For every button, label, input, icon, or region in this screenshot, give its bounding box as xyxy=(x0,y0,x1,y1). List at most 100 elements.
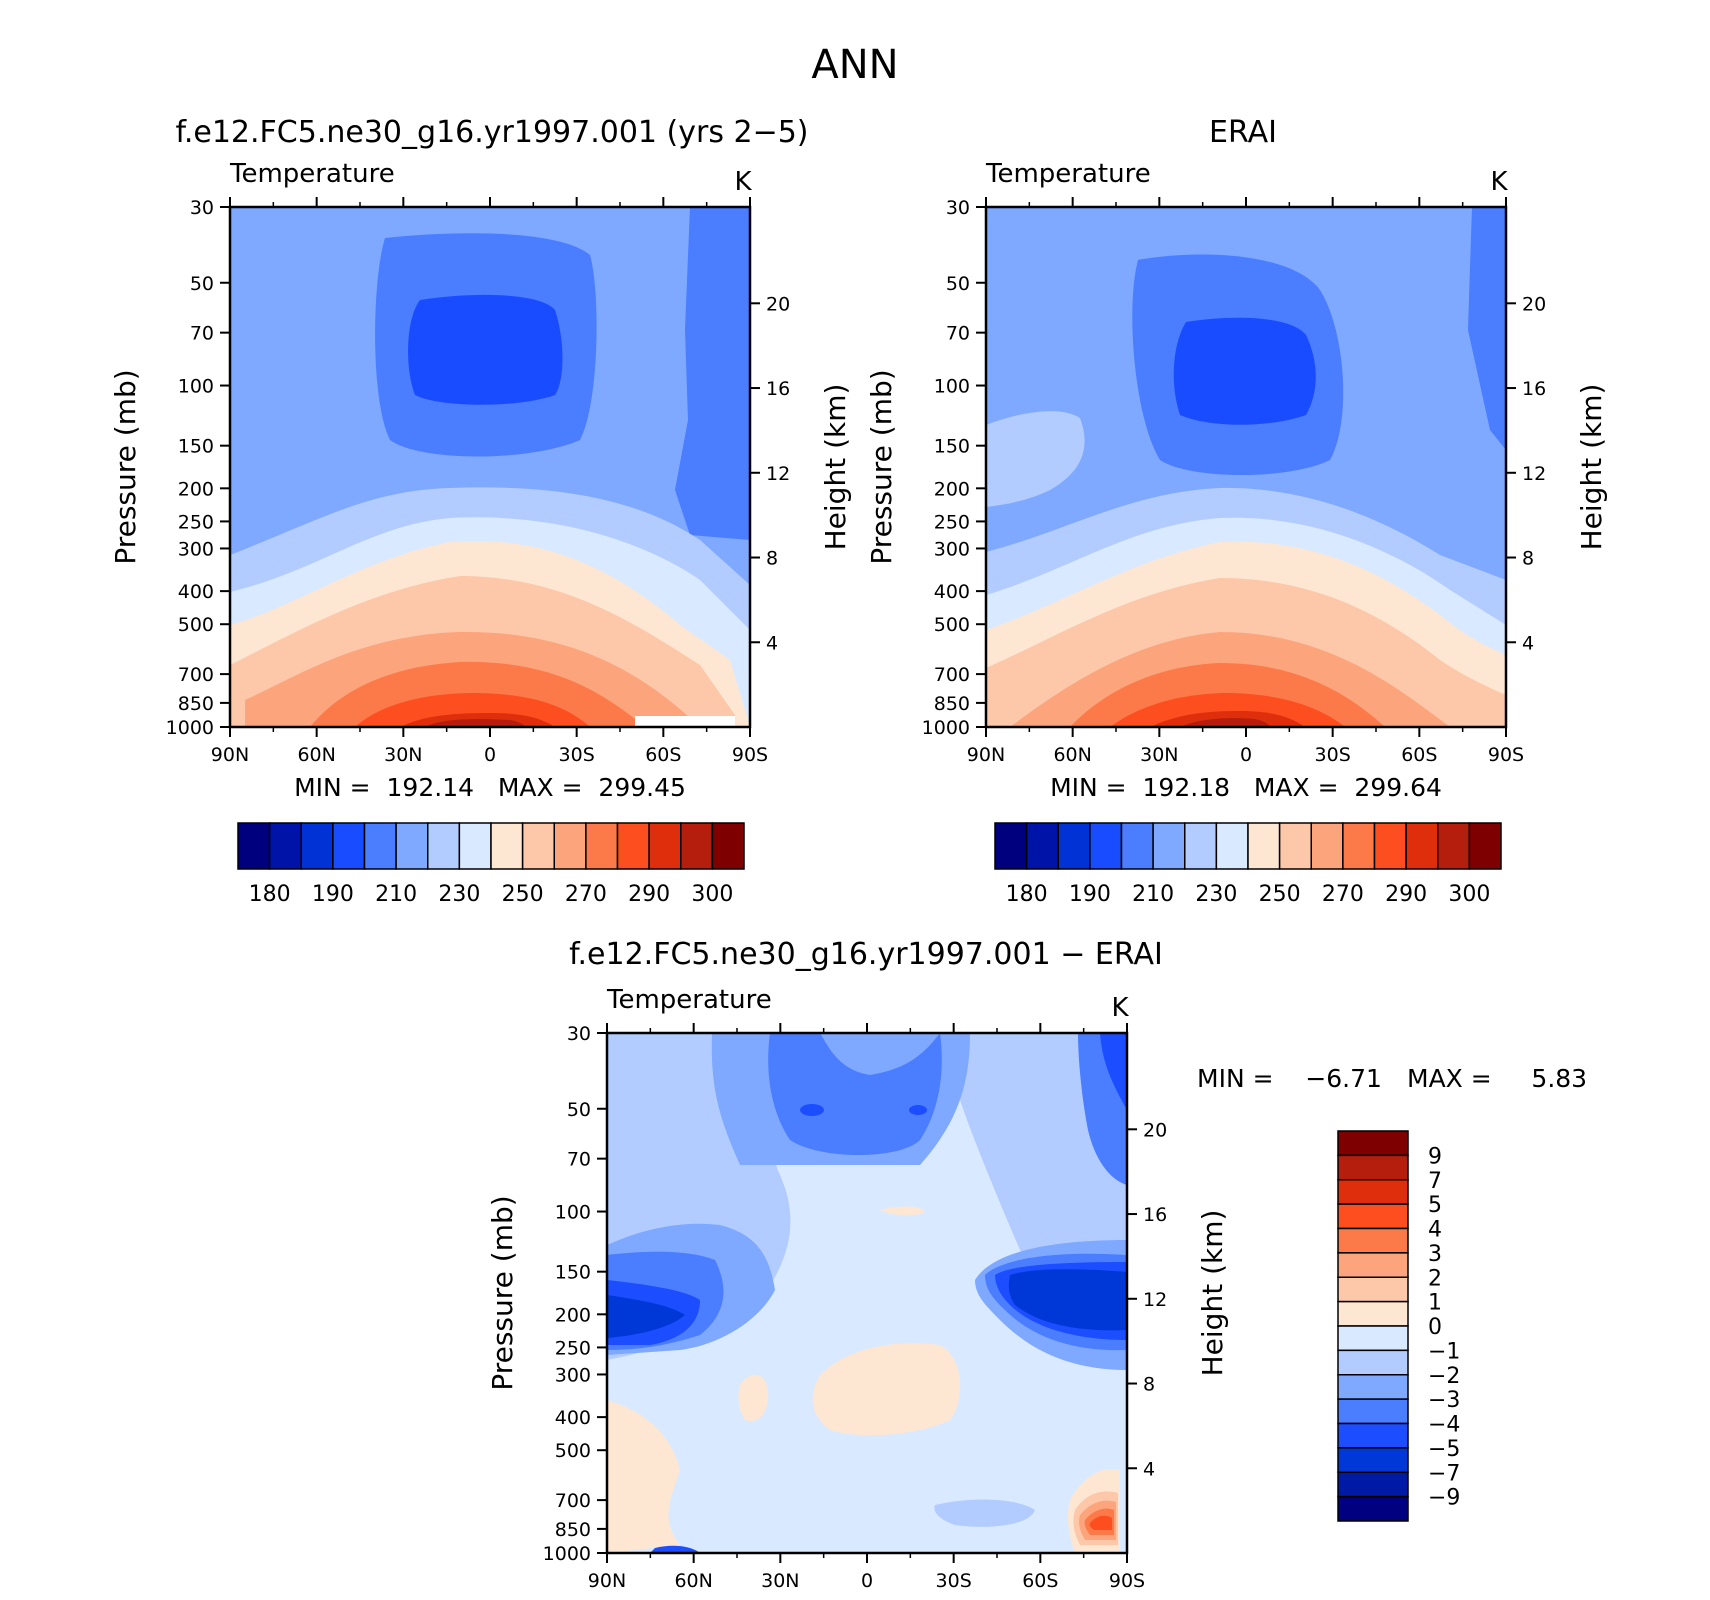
colorbar-swatch xyxy=(237,822,271,870)
figure-title: ANN xyxy=(811,42,898,88)
lat-tick-label: 30S xyxy=(936,1570,972,1592)
lat-tick-label: 60N xyxy=(674,1570,712,1592)
colorbar-swatch xyxy=(1337,1276,1409,1303)
height-tick-label: 20 xyxy=(1143,1119,1167,1141)
height-tick-label: 12 xyxy=(1143,1289,1167,1311)
contour-field-model xyxy=(230,207,750,727)
lat-tick-label: 30N xyxy=(1140,744,1178,766)
pressure-tick-label: 1000 xyxy=(166,717,214,739)
colorbar-swatch xyxy=(1337,1422,1409,1449)
pressure-tick-label: 100 xyxy=(555,1202,591,1224)
pressure-tick-label: 30 xyxy=(946,197,970,219)
lat-tick-label: 30N xyxy=(384,744,422,766)
pressure-tick-label: 150 xyxy=(178,436,214,458)
pressure-tick-label: 30 xyxy=(190,197,214,219)
colorbar-swatch xyxy=(1025,822,1059,870)
lat-tick-label: 90N xyxy=(211,744,249,766)
pressure-tick-label: 850 xyxy=(178,693,214,715)
colorbar-swatch xyxy=(1337,1179,1409,1205)
height-tick-label: 12 xyxy=(766,463,790,485)
height-tick-label: 8 xyxy=(766,548,778,570)
panel-title-obs: ERAI xyxy=(1209,115,1277,150)
minmax-model: MIN = 192.14 MAX = 299.45 xyxy=(294,773,686,802)
lat-tick-label: 90S xyxy=(1488,744,1524,766)
fill-minus-1-to-minus-2-surface xyxy=(934,1499,1035,1527)
fill-minus-5-to-minus-7-south xyxy=(1008,1269,1127,1331)
pressure-tick-label: 400 xyxy=(934,581,970,603)
lat-tick-label: 60S xyxy=(1022,1570,1058,1592)
pressure-tick-label: 400 xyxy=(178,581,214,603)
pressure-tick-label: 250 xyxy=(934,511,970,533)
colorbar-label: −1 xyxy=(1428,1339,1460,1364)
colorbar-swatch xyxy=(1337,1374,1409,1400)
height-tick-label: 16 xyxy=(766,378,790,400)
colorbar-label: 300 xyxy=(691,882,733,907)
colorbar-swatch xyxy=(1337,1227,1409,1254)
lat-tick-label: 30S xyxy=(559,744,595,766)
height-tick-label: 8 xyxy=(1522,548,1534,570)
pressure-tick-label: 1000 xyxy=(543,1543,591,1565)
height-tick-label: 16 xyxy=(1143,1204,1167,1226)
fill-0-to-1-tropics xyxy=(812,1343,961,1436)
pressure-tick-label: 700 xyxy=(555,1490,591,1512)
colorbar-swatch xyxy=(1215,822,1249,870)
pressure-tick-label: 50 xyxy=(567,1099,591,1121)
fill-200-210-cold-core xyxy=(1173,317,1316,425)
colorbar-swatch xyxy=(395,822,429,870)
lat-tick-label: 0 xyxy=(1240,744,1252,766)
fill-230-240-arctic xyxy=(986,411,1085,507)
colorbar-swatch xyxy=(585,822,619,870)
units-label-obs: K xyxy=(1490,167,1508,197)
colorbar-swatch xyxy=(553,822,587,870)
fill-300-plus xyxy=(1180,718,1270,727)
lat-tick-label: 90N xyxy=(967,744,1005,766)
colorbar-swatch xyxy=(1057,822,1091,870)
pressure-tick-label: 250 xyxy=(555,1337,591,1359)
lat-tick-label: 0 xyxy=(484,744,496,766)
variable-label-diff: Temperature xyxy=(606,985,772,1015)
colorbar-label: 270 xyxy=(1322,882,1364,907)
colorbar-swatch xyxy=(1337,1447,1409,1473)
pressure-tick-label: 300 xyxy=(178,538,214,560)
colorbar-swatch xyxy=(1337,1471,1409,1498)
pressure-tick-label: 500 xyxy=(555,1440,591,1462)
y2-axis-title-model: Height (km) xyxy=(819,384,852,551)
height-tick-label: 8 xyxy=(1143,1374,1155,1396)
colorbar-label: 290 xyxy=(1385,882,1427,907)
y-axis-title-diff: Pressure (mb) xyxy=(486,1195,519,1390)
colorbar-label: −3 xyxy=(1428,1388,1460,1413)
colorbar-label: 1 xyxy=(1428,1291,1442,1316)
colorbar-swatch xyxy=(1373,822,1407,870)
pressure-tick-label: 150 xyxy=(934,436,970,458)
lat-tick-label: 30S xyxy=(1315,744,1351,766)
colorbar-label: −7 xyxy=(1428,1461,1460,1486)
lat-tick-label: 90S xyxy=(1109,1570,1145,1592)
colorbar-swatch xyxy=(521,822,555,870)
colorbar-swatch xyxy=(1337,1130,1409,1157)
pressure-tick-label: 400 xyxy=(555,1407,591,1429)
colorbar-swatch xyxy=(300,822,334,870)
pressure-tick-label: 200 xyxy=(178,478,214,500)
fill-upper-edge xyxy=(385,207,605,229)
colorbar-swatch xyxy=(1247,822,1281,870)
fill-0-to-1-upper-spot xyxy=(880,1206,925,1216)
contour-field-obs xyxy=(986,207,1506,727)
lat-tick-label: 90N xyxy=(588,1570,626,1592)
pressure-tick-label: 200 xyxy=(555,1304,591,1326)
colorbar-swatch xyxy=(1278,822,1312,870)
pressure-tick-label: 150 xyxy=(555,1262,591,1284)
colorbar-label: 230 xyxy=(1195,882,1237,907)
y2-axis-title-obs: Height (km) xyxy=(1575,384,1608,551)
colorbar-swatch xyxy=(1089,822,1123,870)
colorbar-swatch xyxy=(680,822,714,870)
units-label-model: K xyxy=(734,167,752,197)
pressure-tick-label: 700 xyxy=(934,664,970,686)
min-diff: MIN = −6.71 xyxy=(1197,1064,1382,1093)
contour-field-diff xyxy=(607,1033,1127,1553)
units-label-diff: K xyxy=(1111,993,1129,1023)
colorbar-swatch xyxy=(1184,822,1218,870)
axes: 3050701001502002503004005007008501000201… xyxy=(166,197,1546,1592)
